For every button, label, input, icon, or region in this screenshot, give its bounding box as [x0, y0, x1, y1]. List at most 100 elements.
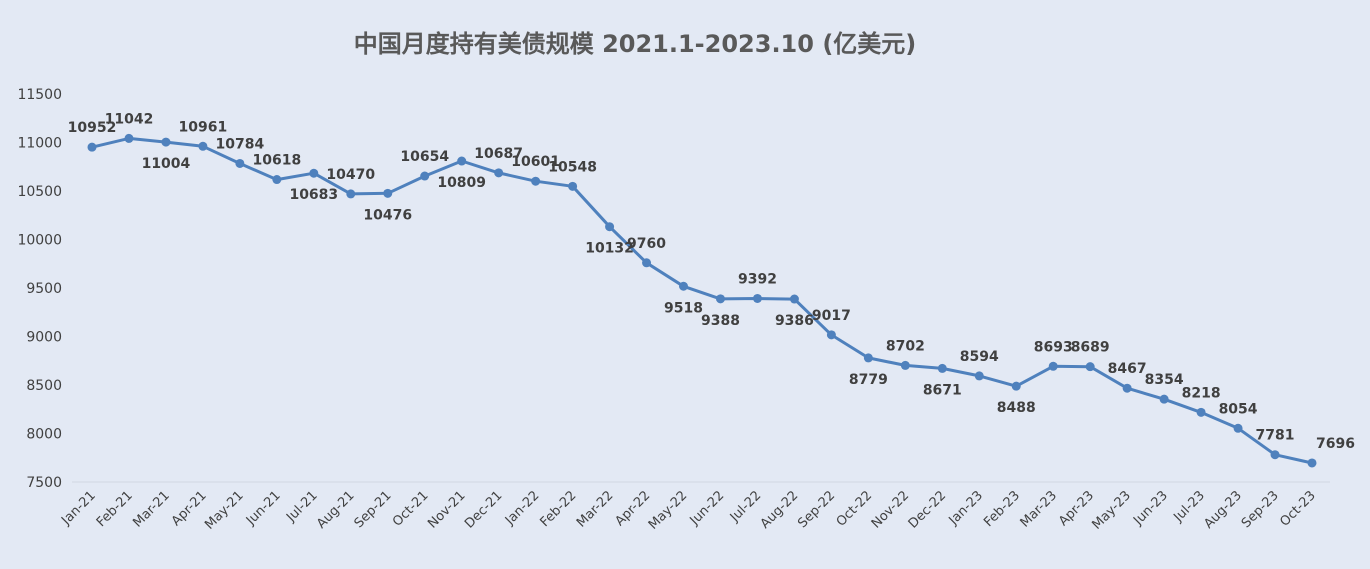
x-tick-label: Mar-23 [1018, 488, 1060, 530]
x-tick-label: Jan-21 [58, 488, 99, 529]
data-label: 8671 [923, 382, 962, 398]
x-tick-label: Sep-23 [1239, 488, 1282, 531]
data-point [900, 360, 910, 370]
y-tick-label: 10500 [17, 184, 62, 200]
data-label: 8693 [1034, 339, 1073, 355]
data-label: 9388 [701, 313, 740, 329]
data-point [235, 158, 245, 168]
y-tick-label: 9500 [26, 281, 62, 297]
data-point [1048, 361, 1058, 371]
data-point [1196, 407, 1206, 417]
y-tick-label: 10000 [17, 233, 62, 249]
data-label: 10476 [363, 207, 412, 223]
data-label: 10683 [289, 187, 338, 203]
data-label: 10687 [474, 146, 523, 162]
data-label: 7696 [1316, 436, 1355, 452]
y-tick-label: 8000 [26, 427, 62, 443]
data-point [161, 137, 171, 147]
x-tick-label: Nov-21 [425, 488, 468, 531]
x-tick-label: Jun-23 [1130, 488, 1171, 529]
data-point [715, 294, 725, 304]
y-tick-label: 7500 [26, 475, 62, 491]
x-tick-label: Jun-22 [687, 488, 728, 529]
data-label: 8779 [849, 372, 888, 388]
data-point [1233, 423, 1243, 433]
data-label: 11004 [142, 156, 191, 172]
data-label: 9386 [775, 313, 814, 329]
data-label: 8702 [886, 338, 925, 354]
x-tick-label: Aug-23 [1201, 488, 1245, 532]
data-point [457, 156, 467, 166]
x-tick-label: Jun-21 [243, 488, 284, 529]
data-label: 10809 [437, 175, 486, 191]
x-tick-label: Nov-22 [869, 488, 912, 531]
data-point [1122, 383, 1132, 393]
x-tick-label: Oct-21 [390, 488, 432, 530]
data-label: 8488 [997, 400, 1036, 416]
x-tick-label: Feb-23 [981, 488, 1023, 530]
data-point [346, 189, 356, 199]
y-tick-label: 11000 [17, 136, 62, 152]
y-tick-label: 9000 [26, 330, 62, 346]
x-tick-label: Sep-21 [352, 488, 395, 531]
data-label: 8689 [1071, 340, 1110, 356]
x-tick-label: Mar-22 [574, 488, 616, 530]
data-label: 10470 [326, 167, 375, 183]
data-label: 11042 [105, 111, 154, 127]
data-point [309, 168, 319, 178]
data-label: 9017 [812, 308, 851, 324]
x-tick-label: Dec-22 [906, 488, 949, 531]
data-label: 9392 [738, 271, 777, 287]
data-label: 8354 [1145, 372, 1184, 388]
data-point [531, 176, 541, 186]
data-point [568, 181, 578, 191]
data-label: 8594 [960, 349, 999, 365]
data-point [420, 171, 430, 181]
data-label: 8467 [1108, 361, 1147, 377]
data-point [752, 293, 762, 303]
chart-title: 中国月度持有美债规模 2021.1-2023.10 (亿美元) [354, 30, 917, 58]
data-point [937, 363, 947, 373]
data-points [87, 133, 1317, 468]
data-point [974, 371, 984, 381]
data-label: 10654 [400, 149, 449, 165]
y-tick-label: 11500 [17, 87, 62, 103]
data-label: 10548 [548, 159, 597, 175]
data-point [198, 141, 208, 151]
data-label: 10961 [179, 119, 228, 135]
data-point [272, 175, 282, 185]
x-tick-label: Oct-22 [834, 488, 876, 530]
data-point [679, 281, 689, 291]
data-point [863, 353, 873, 363]
data-label: 10952 [68, 120, 117, 136]
x-tick-label: Jan-22 [502, 488, 543, 529]
data-label: 8054 [1219, 401, 1258, 417]
data-point [1159, 394, 1169, 404]
data-point [789, 294, 799, 304]
x-tick-label: May-22 [646, 488, 690, 532]
x-tick-label: Aug-22 [758, 488, 802, 532]
data-point [1011, 381, 1021, 391]
x-tick-label: Dec-21 [462, 488, 505, 531]
x-tick-label: Feb-21 [94, 488, 136, 530]
data-label: 10618 [252, 153, 301, 169]
y-axis: 7500 8000 8500 9000 9500 10000 10500 11000 11500 [17, 87, 62, 491]
data-label: 7781 [1256, 428, 1295, 444]
data-label: 9760 [627, 236, 666, 252]
x-tick-label: Sep-22 [795, 488, 838, 531]
x-tick-label: Mar-21 [130, 488, 172, 530]
y-tick-label: 8500 [26, 378, 62, 394]
data-point [383, 188, 393, 198]
x-tick-label: May-23 [1090, 488, 1134, 532]
data-point [494, 168, 504, 178]
x-tick-label: Feb-22 [538, 488, 580, 530]
data-label: 8218 [1182, 385, 1221, 401]
data-point [87, 142, 97, 152]
data-point [1085, 362, 1095, 372]
x-tick-label: May-21 [202, 488, 246, 532]
data-label: 10132 [585, 241, 634, 257]
